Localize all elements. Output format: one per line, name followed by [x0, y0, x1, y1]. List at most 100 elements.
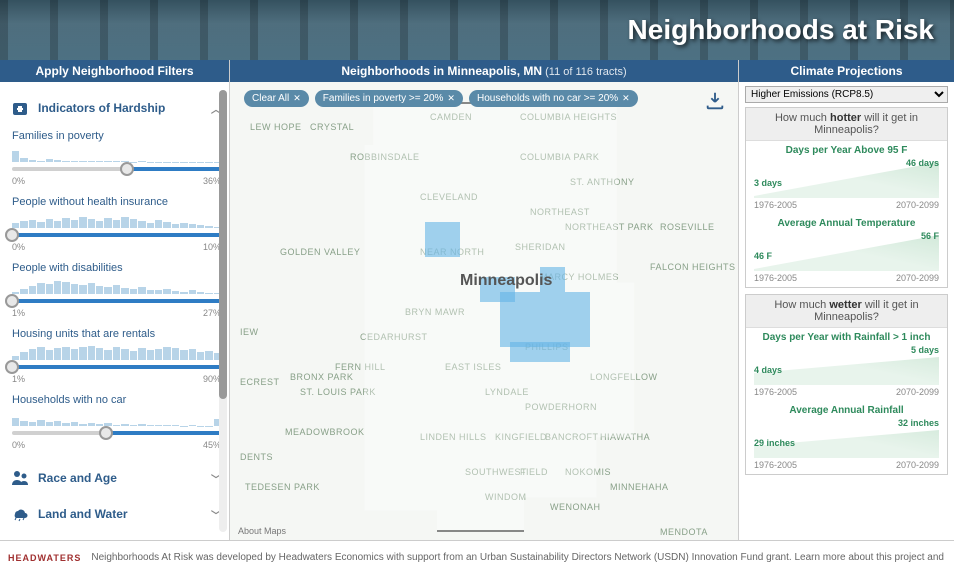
close-icon[interactable]: ✕ — [293, 93, 301, 104]
slider-handle[interactable] — [5, 360, 19, 374]
filter-label: Households with no car — [12, 394, 221, 406]
chip-label: Families in poverty >= 20% — [323, 93, 444, 104]
metric-value-end: 46 days — [906, 158, 939, 168]
map-title-city: Minneapolis, MN — [447, 64, 542, 78]
footer-logo: HEADWATERS — [8, 553, 81, 563]
projections-header: Climate Projections — [739, 60, 954, 82]
map-area[interactable]: Clear All✕Families in poverty >= 20%✕Hou… — [230, 82, 738, 540]
map-place-label: TEDESEN PARK — [245, 482, 320, 492]
filter-label: People with disabilities — [12, 262, 221, 274]
filter-chip[interactable]: Clear All ✕ — [244, 90, 309, 107]
close-icon[interactable]: ✕ — [447, 93, 455, 104]
filter-people-with-disabilities: People with disabilities1%27% — [12, 262, 221, 318]
slider-min: 0% — [12, 176, 25, 186]
filter-families-in-poverty: Families in poverty0%36% — [12, 130, 221, 186]
map-panel: Neighborhoods in Minneapolis, MN (11 of … — [230, 60, 738, 540]
chip-label: Households with no car >= 20% — [477, 93, 618, 104]
map-place-label: Mendota — [660, 527, 708, 537]
metric-axis: 1976-20052070-2099 — [754, 200, 939, 210]
highlighted-tract[interactable] — [510, 342, 570, 362]
filter-label: People without health insurance — [12, 196, 221, 208]
filter-histogram — [12, 210, 221, 228]
footer-text: Neighborhoods At Risk was developed by H… — [91, 552, 944, 563]
hero-title: Neighborhoods at Risk — [628, 14, 934, 46]
close-icon[interactable]: ✕ — [622, 93, 630, 104]
section-hardship[interactable]: Indicators of Hardship ︿ — [8, 90, 221, 126]
slider-handle[interactable] — [5, 294, 19, 308]
metric-value-start: 4 days — [754, 365, 782, 375]
metric-chart: 46 F 56 F — [754, 231, 939, 271]
projection-card: How much hotter will it get in Minneapol… — [745, 107, 948, 288]
filter-chip[interactable]: Families in poverty >= 20%✕ — [315, 90, 463, 107]
filter-slider[interactable] — [12, 428, 221, 438]
filter-label: Families in poverty — [12, 130, 221, 142]
projection-question: How much hotter will it get in Minneapol… — [746, 108, 947, 141]
chip-label: Clear All — [252, 93, 289, 104]
map-title-prefix: Neighborhoods in — [341, 64, 447, 78]
hero-banner: Neighborhoods at Risk — [0, 0, 954, 60]
filter-households-with-no-car: Households with no car0%45% — [12, 394, 221, 450]
map-header: Neighborhoods in Minneapolis, MN (11 of … — [230, 60, 738, 82]
metric-title: Days per Year with Rainfall > 1 inch — [746, 328, 947, 345]
section-hardship-label: Indicators of Hardship — [38, 101, 165, 115]
projection-question: How much wetter will it get in Minneapol… — [746, 295, 947, 328]
map-place-label: Falcon Heights — [650, 262, 736, 272]
filter-housing-units-that-are-rentals: Housing units that are rentals1%90% — [12, 328, 221, 384]
metric-title: Average Annual Temperature — [746, 214, 947, 231]
map-place-label: Crystal — [310, 122, 354, 132]
metric-value-end: 5 days — [911, 345, 939, 355]
slider-handle[interactable] — [5, 228, 19, 242]
slider-min: 0% — [12, 242, 25, 252]
slider-min: 1% — [12, 374, 25, 384]
filter-chip[interactable]: Households with no car >= 20% ✕ — [469, 90, 638, 107]
filter-histogram — [12, 144, 221, 162]
slider-handle[interactable] — [99, 426, 113, 440]
map-place-label: MEADOWBROOK — [285, 427, 365, 437]
filter-slider[interactable] — [12, 296, 221, 306]
metric-value-end: 32 inches — [898, 418, 939, 428]
section-race-label: Race and Age — [38, 471, 117, 485]
section-land[interactable]: Land and Water ﹀ — [8, 496, 221, 532]
slider-handle[interactable] — [120, 162, 134, 176]
scrollbar[interactable] — [219, 90, 227, 532]
highlighted-tract[interactable] — [425, 222, 460, 257]
map-place-label: BRONX PARK — [290, 372, 353, 382]
filter-slider[interactable] — [12, 164, 221, 174]
filters-header: Apply Neighborhood Filters — [0, 60, 229, 82]
metric-axis: 1976-20052070-2099 — [754, 387, 939, 397]
metric-value-end: 56 F — [921, 231, 939, 241]
projections-panel: Climate Projections Higher Emissions (RC… — [738, 60, 954, 540]
section-race[interactable]: Race and Age ﹀ — [8, 460, 221, 496]
filter-histogram — [12, 342, 221, 360]
scrollbar-thumb[interactable] — [219, 90, 227, 399]
metric-title: Days per Year Above 95 F — [746, 141, 947, 158]
filter-histogram — [12, 408, 221, 426]
metric-chart: 29 inches 32 inches — [754, 418, 939, 458]
filter-slider[interactable] — [12, 362, 221, 372]
map-place-label: lew Hope — [250, 122, 302, 132]
map-place-label: ECREST — [240, 377, 280, 387]
projection-card: How much wetter will it get in Minneapol… — [745, 294, 948, 475]
filter-slider[interactable] — [12, 230, 221, 240]
filter-people-without-health-insurance: People without health insurance0%10% — [12, 196, 221, 252]
rain-cloud-icon — [8, 502, 32, 526]
metric-chart: 3 days 46 days — [754, 158, 939, 198]
map-place-label: St. Louis Park — [300, 387, 376, 397]
map-counter: (11 of 116 tracts) — [542, 66, 627, 78]
about-maps-link[interactable]: About Maps — [238, 526, 286, 536]
metric-value-start: 3 days — [754, 178, 782, 188]
metric-value-start: 46 F — [754, 251, 772, 261]
map-place-label: MINNEHAHA — [610, 482, 669, 492]
download-button[interactable] — [704, 90, 726, 117]
scenario-select[interactable]: Higher Emissions (RCP8.5) — [745, 86, 948, 103]
city-name-label: Minneapolis — [460, 272, 552, 290]
filter-label: Housing units that are rentals — [12, 328, 221, 340]
map-place-label: Roseville — [660, 222, 715, 232]
section-land-label: Land and Water — [38, 507, 128, 521]
slider-min: 1% — [12, 308, 25, 318]
metric-value-start: 29 inches — [754, 438, 795, 448]
footer: HEADWATERS Neighborhoods At Risk was dev… — [0, 540, 954, 574]
city-boundary — [350, 102, 640, 532]
map-place-label: IEW — [240, 327, 259, 337]
filters-panel: Apply Neighborhood Filters Indicators of… — [0, 60, 230, 540]
